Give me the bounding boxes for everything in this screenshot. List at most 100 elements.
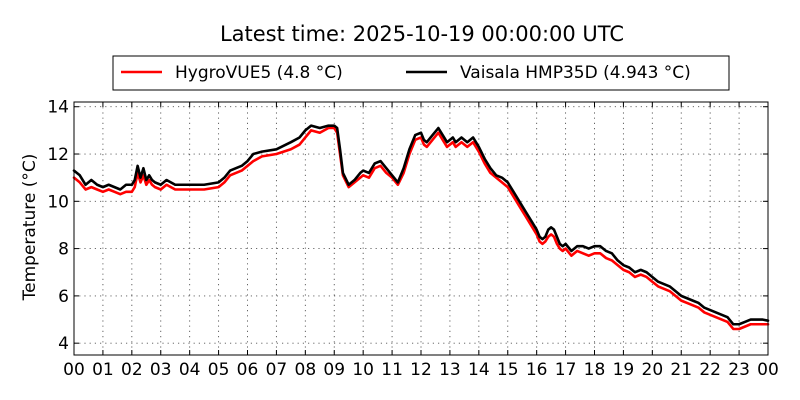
- data-point: [125, 191, 128, 194]
- data-point: [310, 124, 313, 127]
- data-point: [362, 174, 365, 177]
- data-point: [310, 129, 313, 132]
- data-point: [538, 240, 541, 243]
- data-point: [686, 297, 689, 300]
- data-point: [107, 188, 110, 191]
- data-point: [102, 186, 105, 189]
- data-point: [133, 186, 136, 189]
- data-point: [703, 306, 706, 309]
- data-point: [246, 160, 249, 163]
- data-point: [466, 146, 469, 149]
- data-point: [587, 254, 590, 257]
- data-point: [240, 169, 243, 172]
- data-point: [298, 136, 301, 139]
- data-point: [639, 273, 642, 276]
- x-tick-label: 07: [266, 360, 288, 380]
- data-point: [145, 179, 148, 182]
- data-point: [692, 299, 695, 302]
- data-point: [556, 235, 559, 238]
- data-point: [385, 172, 388, 175]
- data-point: [414, 134, 417, 137]
- data-point: [240, 165, 243, 168]
- data-point: [229, 169, 232, 172]
- data-point: [738, 328, 741, 331]
- data-point: [720, 318, 723, 321]
- x-tick-label: 04: [179, 360, 201, 380]
- data-point: [570, 254, 573, 257]
- data-point: [587, 247, 590, 250]
- data-point: [512, 191, 515, 194]
- data-point: [709, 314, 712, 317]
- data-point: [645, 276, 648, 279]
- data-point: [304, 136, 307, 139]
- data-point: [593, 252, 596, 255]
- plot-frame: [73, 101, 769, 356]
- series-layer: [72, 124, 770, 331]
- data-point: [564, 247, 567, 250]
- data-point: [576, 245, 579, 248]
- data-point: [611, 252, 614, 255]
- data-point: [113, 191, 116, 194]
- chart-title: Latest time: 2025-10-19 00:00:00 UTC: [220, 22, 624, 46]
- data-point: [449, 143, 452, 146]
- data-point: [420, 131, 423, 134]
- data-point: [489, 167, 492, 170]
- data-point: [460, 141, 463, 144]
- data-point: [131, 191, 134, 194]
- data-point: [347, 183, 350, 186]
- data-point: [744, 321, 747, 324]
- data-point: [535, 228, 538, 231]
- x-tick-label: 20: [642, 360, 664, 380]
- x-tick-label: 03: [150, 360, 172, 380]
- data-point: [460, 136, 463, 139]
- data-point: [298, 143, 301, 146]
- data-point: [582, 245, 585, 248]
- data-point: [628, 271, 631, 274]
- data-point: [703, 311, 706, 314]
- data-point: [223, 181, 226, 184]
- x-tick-label: 15: [497, 360, 519, 380]
- y-tick-label: 12: [47, 145, 69, 165]
- data-point: [133, 179, 136, 182]
- data-point: [454, 141, 457, 144]
- data-point: [107, 183, 110, 186]
- x-tick-label: 06: [237, 360, 259, 380]
- data-point: [544, 235, 547, 238]
- data-point: [217, 186, 220, 189]
- data-point: [561, 245, 564, 248]
- data-point: [599, 252, 602, 255]
- data-point: [697, 306, 700, 309]
- data-point: [275, 148, 278, 151]
- data-point: [362, 169, 365, 172]
- data-point: [556, 243, 559, 246]
- data-point: [738, 323, 741, 326]
- data-point: [530, 219, 533, 222]
- data-point: [605, 257, 608, 260]
- data-point: [136, 165, 139, 168]
- data-point: [761, 318, 764, 321]
- data-point: [726, 316, 729, 319]
- data-point: [634, 271, 637, 274]
- data-point: [145, 183, 148, 186]
- x-tick-label: 23: [728, 360, 750, 380]
- data-point: [715, 316, 718, 319]
- data-point: [102, 191, 105, 194]
- y-tick-label: 8: [58, 240, 69, 260]
- data-point: [408, 148, 411, 151]
- data-point: [113, 186, 116, 189]
- data-point: [379, 165, 382, 168]
- data-point: [674, 290, 677, 293]
- data-point: [402, 167, 405, 170]
- data-point: [692, 304, 695, 307]
- data-point: [379, 160, 382, 163]
- data-point: [454, 146, 457, 149]
- data-point: [483, 157, 486, 160]
- data-point: [663, 287, 666, 290]
- data-point: [680, 299, 683, 302]
- grid: [74, 102, 768, 355]
- x-tick-label: 09: [323, 360, 345, 380]
- data-point: [553, 235, 556, 238]
- data-point: [373, 162, 376, 165]
- x-tick-label: 00: [757, 360, 779, 380]
